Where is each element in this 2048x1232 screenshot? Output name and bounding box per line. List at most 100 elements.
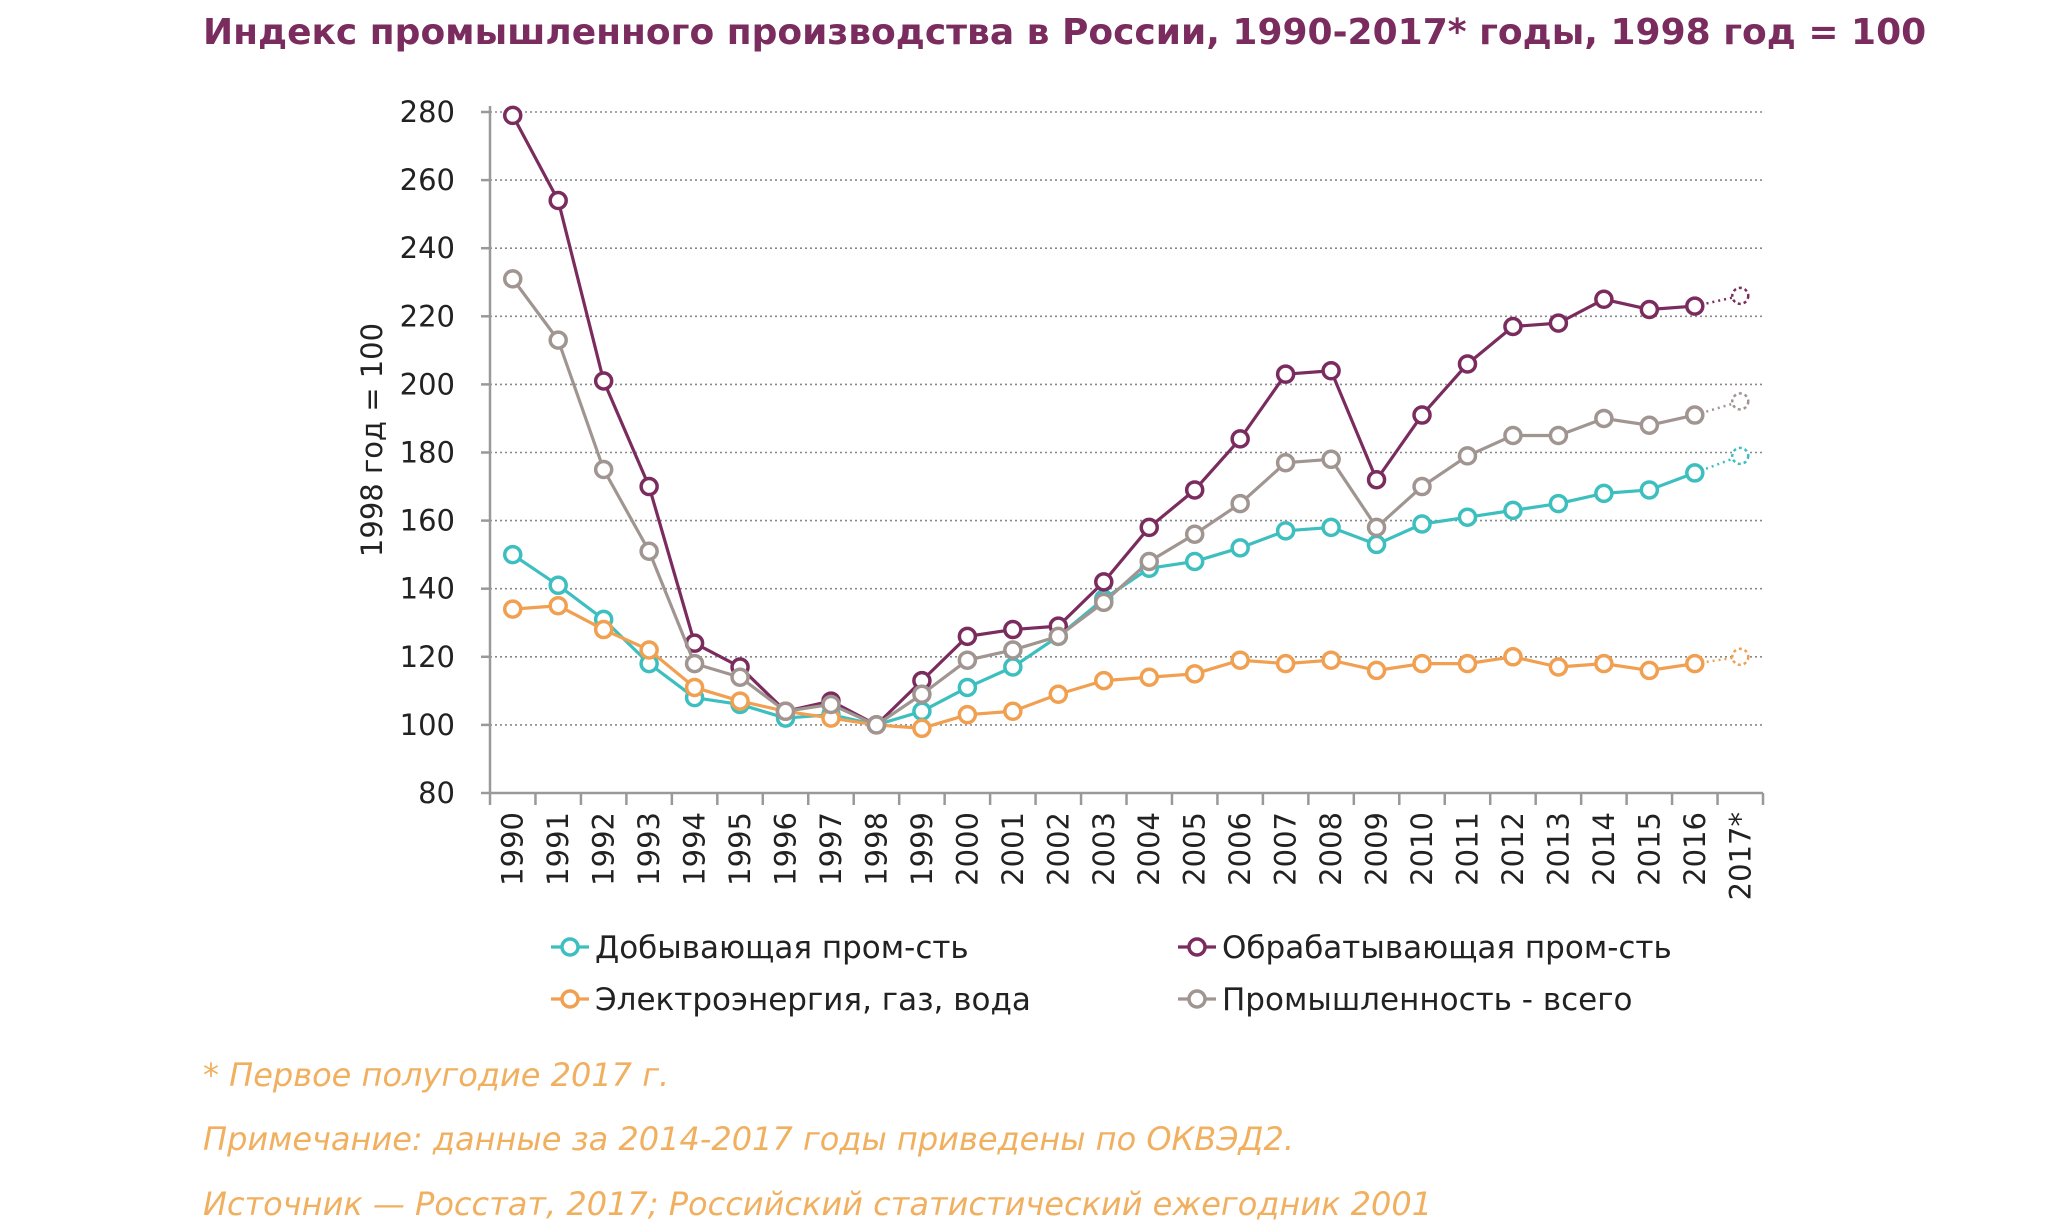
series-3 [502, 269, 1750, 735]
x-tick-label-2002: 2002 [1041, 812, 1075, 886]
x-tick-label-2007: 2007 [1269, 812, 1303, 886]
data-point-2-2006 [1230, 650, 1250, 670]
data-point-3-1991 [548, 330, 568, 350]
data-point-3-2007 [1275, 452, 1296, 473]
x-tick-label-2016: 2016 [1678, 812, 1712, 886]
remark-note: Примечание: данные за 2014-2017 годы при… [203, 1120, 1294, 1158]
data-point-0-2006 [1230, 538, 1250, 558]
data-point-2-2001 [1003, 701, 1023, 722]
data-point-2-2002 [1048, 684, 1069, 705]
data-point-2-1994 [684, 677, 705, 698]
data-point-1-2001 [1003, 619, 1023, 640]
data-point-0-2005 [1184, 551, 1205, 572]
x-tick-label-1993: 1993 [632, 812, 666, 886]
source-note: Источник — Росстат, 2017; Российский ста… [203, 1185, 1432, 1223]
y-tick-label-240: 240 [400, 231, 455, 265]
data-point-3-2014 [1594, 408, 1614, 429]
legend-marker-0 [560, 937, 580, 957]
legend-label-1: Обрабатывающая пром-сть [1222, 930, 1672, 966]
x-tick-label-2014: 2014 [1587, 812, 1621, 886]
x-tick-label-2003: 2003 [1087, 812, 1121, 886]
x-tick-label-1996: 1996 [769, 812, 803, 886]
legend-item-3: Промышленность - всего [1178, 982, 1632, 1018]
data-point-3-2017* [1731, 392, 1750, 411]
data-point-0-2008 [1321, 517, 1341, 538]
x-tick-label-2010: 2010 [1405, 812, 1439, 886]
footnote: * Первое полугодие 2017 г. [203, 1056, 669, 1094]
data-point-1-2012 [1503, 316, 1523, 337]
data-point-3-2009 [1366, 517, 1387, 538]
x-tick-label-2000: 2000 [950, 812, 984, 886]
legend-label-0: Добывающая пром-сть [595, 930, 969, 966]
data-point-3-1990 [502, 269, 523, 289]
data-point-1-2000 [957, 626, 978, 647]
data-point-2-2000 [957, 704, 978, 725]
data-point-2-2012 [1503, 647, 1523, 667]
data-point-2-1999 [912, 718, 932, 739]
data-point-2-2011 [1457, 653, 1478, 674]
x-tick-labels: 1990 1991 1992 1993 1994 1995 1996 1997 1998 1999… [496, 812, 1758, 900]
data-point-3-2011 [1457, 446, 1478, 466]
data-point-2-2003 [1094, 670, 1114, 691]
x-tick-label-2006: 2006 [1223, 812, 1257, 886]
data-point-2-2013 [1548, 657, 1569, 677]
y-tick-labels: 80 100 120 140 160 180 200 220 240 260 280 [400, 95, 455, 810]
x-tick-label-2004: 2004 [1132, 812, 1166, 886]
data-point-1-2011 [1457, 354, 1478, 374]
data-point-0-1999 [912, 701, 932, 722]
legend-label-2: Электроэнергия, газ, вода [595, 982, 1031, 1018]
data-point-3-1996 [775, 701, 796, 722]
data-point-1-2003 [1094, 572, 1114, 592]
y-tick-label-140: 140 [400, 572, 455, 606]
data-point-2-2015 [1639, 660, 1660, 681]
x-tick-label-2013: 2013 [1541, 812, 1575, 886]
axes [481, 106, 1765, 805]
data-point-3-1997 [821, 694, 841, 715]
x-tick-label-2005: 2005 [1178, 812, 1212, 886]
data-point-2-2004 [1139, 667, 1159, 687]
data-point-3-2008 [1321, 449, 1341, 470]
y-tick-label-200: 200 [400, 367, 455, 401]
data-point-1-1991 [548, 190, 568, 211]
y-tick-label-120: 120 [400, 640, 455, 674]
data-point-1-2013 [1548, 313, 1569, 333]
y-axis-title: 1998 год = 100 [355, 323, 389, 557]
data-point-3-2010 [1412, 476, 1432, 497]
x-tick-label-2011: 2011 [1450, 812, 1484, 886]
data-point-2-2017* [1731, 647, 1750, 667]
data-point-3-1995 [730, 667, 750, 687]
x-tick-label-2009: 2009 [1360, 812, 1394, 886]
series-projection-line-0 [1694, 454, 1741, 475]
data-point-0-2012 [1503, 500, 1523, 521]
x-tick-label-1997: 1997 [814, 812, 848, 886]
x-tick-label-2001: 2001 [996, 812, 1030, 886]
data-point-0-2014 [1594, 483, 1614, 504]
data-point-3-2005 [1184, 524, 1205, 544]
data-point-3-1999 [912, 684, 932, 705]
y-tick-label-80: 80 [418, 776, 455, 810]
x-tick-label-2017*: 2017* [1723, 812, 1757, 900]
y-tick-label-160: 160 [400, 504, 455, 538]
data-point-0-2016 [1685, 463, 1705, 483]
data-point-2-2014 [1594, 653, 1614, 674]
y-tick-label-180: 180 [400, 436, 455, 470]
data-point-1-1992 [593, 371, 614, 391]
data-point-0-2009 [1366, 534, 1387, 555]
gridlines [490, 111, 1763, 726]
data-point-3-2013 [1548, 425, 1569, 446]
data-point-0-1991 [548, 575, 568, 596]
data-point-0-2007 [1275, 521, 1296, 541]
data-point-3-2002 [1048, 626, 1069, 647]
data-point-3-2003 [1094, 592, 1114, 613]
legend-item-1: Обрабатывающая пром-сть [1178, 930, 1672, 966]
data-point-2-2009 [1366, 660, 1387, 681]
chart-title: Индекс промышленного производства в Росс… [203, 12, 1926, 53]
data-point-1-2014 [1594, 289, 1614, 310]
data-point-2-2010 [1412, 653, 1432, 674]
data-point-1-1993 [639, 476, 659, 497]
y-tick-label-100: 100 [400, 708, 455, 742]
data-point-3-2000 [957, 650, 978, 670]
data-point-1-2006 [1230, 429, 1250, 449]
x-tick-label-1994: 1994 [678, 812, 712, 886]
